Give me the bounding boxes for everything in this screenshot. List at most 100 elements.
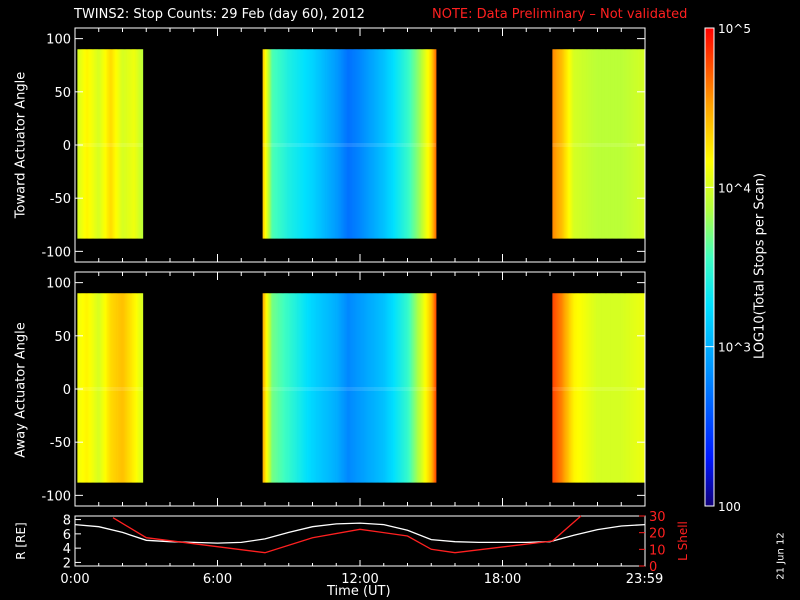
toward-heatmap-strip (376, 49, 379, 239)
toward-heatmap-strip (291, 49, 293, 239)
toward-heatmap-strip (98, 49, 101, 239)
toward-heatmap-strip (563, 49, 565, 239)
toward-heatmap-strip (392, 49, 394, 239)
toward-heatmap-strip (327, 49, 330, 239)
toward-heatmap-strip (103, 49, 106, 239)
toward-heatmap-strip (408, 49, 411, 239)
toward-heatmap-strip (275, 49, 278, 239)
toward-heatmap-strip (132, 49, 134, 239)
toward-heatmap-strip (307, 49, 310, 239)
toward-heatmap-strip (394, 49, 397, 239)
away-heatmap-strip (300, 293, 303, 483)
away-heatmap-strip (407, 293, 410, 483)
toward-heatmap-strip (303, 49, 305, 239)
toward-heatmap-strip (387, 49, 389, 239)
r-ytick-label: 4 (63, 542, 71, 557)
toward-heatmap-strip (95, 49, 97, 239)
toward-heatmap-strip (584, 49, 587, 239)
toward-heatmap-strip (285, 49, 287, 239)
toward-heatmap-strip (305, 49, 307, 239)
toward-heatmap-strip (636, 49, 639, 239)
away-heatmap-strip (270, 293, 273, 483)
toward-zero-angle-band (262, 143, 437, 147)
away-heatmap-strip (103, 293, 106, 483)
toward-heatmap-strip (341, 49, 343, 239)
toward-heatmap-strip (390, 49, 393, 239)
away-heatmap-strip (291, 293, 293, 483)
away-heatmap-strip (585, 293, 588, 483)
toward-heatmap-strip (374, 49, 376, 239)
toward-heatmap-strip (287, 49, 290, 239)
toward-heatmap-strip (301, 49, 304, 239)
away-heatmap-strip (317, 293, 319, 483)
toward-ytick-label: -100 (41, 245, 71, 260)
toward-heatmap-strip (419, 49, 421, 239)
away-heatmap-strip (398, 293, 400, 483)
r-ytick-label: 2 (63, 556, 71, 571)
toward-heatmap-strip (121, 49, 123, 239)
away-heatmap-strip (599, 293, 602, 483)
toward-heatmap-strip (338, 49, 341, 239)
toward-heatmap-strip (267, 49, 269, 239)
away-heatmap-strip (343, 293, 345, 483)
away-heatmap-strip (418, 293, 420, 483)
away-heatmap-strip (265, 293, 267, 483)
toward-heatmap-strip (424, 49, 426, 239)
away-heatmap-strip (89, 293, 91, 483)
away-heatmap-strip (107, 293, 109, 483)
toward-heatmap-strip (80, 49, 83, 239)
toward-heatmap-strip (626, 49, 628, 239)
away-ytick-label: 0 (63, 383, 71, 398)
toward-heatmap-strip (621, 49, 623, 239)
toward-heatmap-strip (286, 49, 288, 239)
toward-heatmap-strip (94, 49, 96, 239)
away-heatmap-strip (362, 293, 364, 483)
x-tick-label: 12:00 (341, 572, 378, 587)
toward-heatmap-strip (308, 49, 311, 239)
toward-heatmap-strip (554, 49, 557, 239)
away-heatmap-strip (605, 293, 608, 483)
toward-heatmap-strip (316, 49, 318, 239)
away-heatmap-strip (313, 293, 316, 483)
away-heatmap-strip (388, 293, 391, 483)
away-heatmap-strip (593, 293, 596, 483)
away-heatmap-strip (330, 293, 332, 483)
toward-heatmap-strip (379, 49, 381, 239)
away-heatmap-strip (276, 293, 279, 483)
toward-heatmap-strip (629, 49, 632, 239)
toward-heatmap-strip (348, 49, 350, 239)
toward-heatmap-strip (84, 49, 87, 239)
away-heatmap-strip (345, 293, 348, 483)
away-heatmap-strip (597, 293, 600, 483)
away-heatmap-strip (425, 293, 427, 483)
toward-heatmap-strip (265, 49, 267, 239)
toward-heatmap-strip (401, 49, 404, 239)
toward-heatmap-strip (357, 49, 360, 239)
away-heatmap-strip (596, 293, 598, 483)
toward-heatmap-strip (319, 49, 322, 239)
away-heatmap-strip (95, 293, 97, 483)
toward-heatmap-strip (273, 49, 275, 239)
toward-heatmap-strip (421, 49, 424, 239)
away-heatmap-strip (102, 293, 104, 483)
away-heatmap-strip (432, 293, 435, 483)
toward-heatmap-strip (107, 49, 109, 239)
away-zero-angle-band (262, 387, 437, 391)
toward-heatmap-strip (345, 49, 348, 239)
away-heatmap-strip (603, 293, 606, 483)
away-heatmap-strip (92, 293, 95, 483)
away-heatmap-strip (109, 293, 112, 483)
toward-heatmap-strip (102, 49, 104, 239)
toward-heatmap-strip (270, 49, 273, 239)
away-heatmap-strip (390, 293, 393, 483)
away-heatmap-strip (618, 293, 621, 483)
away-heatmap-strip (355, 293, 357, 483)
toward-heatmap-strip (609, 49, 611, 239)
toward-heatmap-strip (266, 49, 268, 239)
away-heatmap-strip (421, 293, 424, 483)
away-heatmap-strip (110, 293, 113, 483)
orbit-lines (74, 515, 646, 554)
toward-heatmap-strip (635, 49, 638, 239)
away-heatmap-strip (287, 293, 290, 483)
r-ytick-label: 8 (63, 514, 71, 529)
